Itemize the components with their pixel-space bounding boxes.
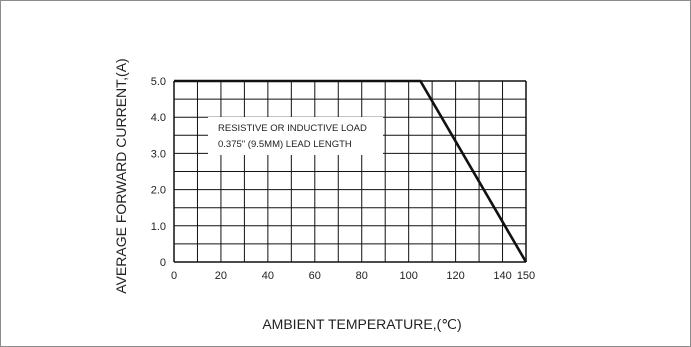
x-tick-label: 40 — [262, 270, 274, 282]
derating-curve — [174, 79, 528, 263]
y-tick-label: 2.0 — [151, 185, 166, 197]
y-axis-title: AVERAGE FORWARD CURRENT,(A) — [113, 58, 129, 293]
x-tick-label: 140 — [493, 270, 511, 282]
y-tick-label: 4.0 — [151, 112, 166, 124]
x-axis-title: AMBIENT TEMPERATURE,(℃) — [262, 316, 461, 332]
x-tick-label: 20 — [215, 270, 227, 282]
series — [174, 79, 528, 263]
x-tick-labels: 0 20 40 60 80 100 120 140 150 — [171, 270, 535, 282]
x-tick-label: 100 — [399, 270, 417, 282]
y-tick-label: 5.0 — [151, 76, 166, 88]
x-tick-label: 150 — [517, 270, 535, 282]
x-tick-label: 80 — [356, 270, 368, 282]
annotation-background — [208, 117, 383, 155]
y-tick-label: 3.0 — [151, 148, 166, 160]
y-tick-labels: 0 1.0 2.0 3.0 4.0 5.0 — [151, 76, 166, 269]
x-tick-label: 60 — [309, 270, 321, 282]
y-tick-label: 1.0 — [151, 221, 166, 233]
x-tick-label: 0 — [171, 270, 177, 282]
annotation-line-2: 0.375" (9.5MM) LEAD LENGTH — [218, 139, 352, 150]
annotation-box: RESISTIVE OR INDUCTIVE LOAD 0.375" (9.5M… — [208, 117, 383, 155]
y-tick-label: 0 — [160, 257, 166, 269]
x-tick-label: 120 — [446, 270, 464, 282]
annotation-line-1: RESISTIVE OR INDUCTIVE LOAD — [218, 123, 367, 134]
